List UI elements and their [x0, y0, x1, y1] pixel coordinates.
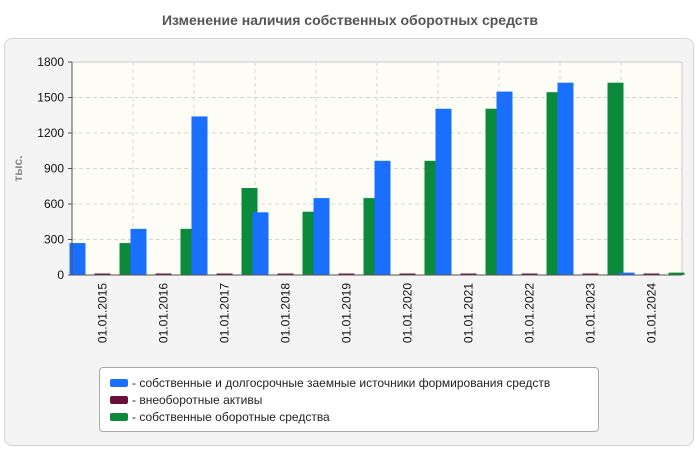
bar — [155, 273, 172, 275]
bar — [69, 243, 86, 275]
bar — [191, 116, 208, 275]
legend-swatch — [110, 412, 128, 421]
bar — [338, 273, 355, 275]
x-tick-label: 01.01.2023 — [584, 283, 598, 343]
bar — [668, 272, 685, 275]
bar — [130, 228, 147, 275]
legend-label: - собственные и долгосрочные заемные ист… — [132, 375, 551, 390]
bar — [277, 273, 294, 275]
y-tick-label: 1200 — [37, 126, 64, 140]
bar — [521, 273, 538, 275]
y-tick-label: 900 — [44, 162, 64, 176]
x-tick-label: 01.01.2024 — [645, 283, 659, 343]
bar — [435, 108, 452, 275]
y-tick-label: 0 — [57, 268, 64, 282]
bar — [94, 273, 111, 275]
bar — [252, 212, 269, 275]
bar — [643, 273, 660, 275]
bar — [618, 272, 635, 275]
legend-item: - собственные оборотные средства — [110, 408, 598, 425]
bar — [399, 273, 416, 275]
bar — [460, 273, 477, 275]
x-tick-label: 01.01.2018 — [279, 283, 293, 343]
x-tick-label: 01.01.2020 — [401, 283, 415, 343]
legend-label: - собственные оборотные средства — [132, 409, 330, 424]
bar — [216, 273, 233, 275]
legend-item: - собственные и долгосрочные заемные ист… — [110, 374, 598, 391]
bar — [496, 91, 513, 275]
y-tick-label: 1800 — [37, 55, 64, 69]
x-tick-label: 01.01.2022 — [523, 283, 537, 343]
x-tick-label: 01.01.2017 — [218, 283, 232, 343]
x-tick-label: 01.01.2021 — [462, 283, 476, 343]
bar — [607, 82, 624, 275]
legend-swatch — [110, 395, 128, 404]
legend-swatch — [110, 378, 128, 387]
bar — [374, 160, 391, 275]
bar — [313, 198, 330, 275]
y-tick-label: 600 — [44, 197, 64, 211]
x-tick-label: 01.01.2016 — [157, 283, 171, 343]
x-tick-label: 01.01.2019 — [340, 283, 354, 343]
y-axis-label: тыс. — [11, 155, 25, 181]
chart-title: Изменение наличия собственных оборотных … — [161, 12, 539, 28]
bar — [582, 273, 599, 275]
y-tick-label: 1500 — [37, 91, 64, 105]
legend-label: - внеоборотные активы — [132, 392, 263, 407]
chart-legend: - собственные и долгосрочные заемные ист… — [99, 367, 599, 432]
legend-item: - внеоборотные активы — [110, 391, 598, 408]
x-tick-label: 01.01.2015 — [96, 283, 110, 343]
y-tick-label: 300 — [44, 233, 64, 247]
bar — [557, 82, 574, 275]
